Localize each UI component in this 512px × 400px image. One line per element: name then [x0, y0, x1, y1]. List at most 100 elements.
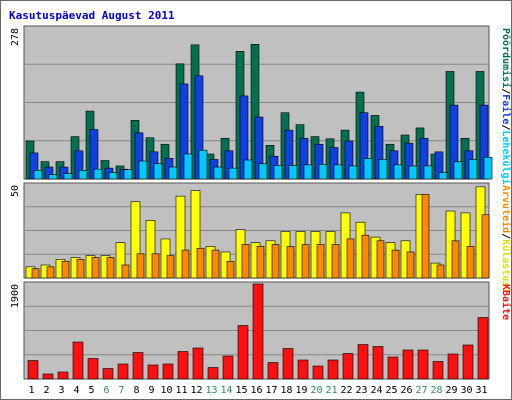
panel-bottom-bar-kbytes-26	[402, 349, 414, 380]
panel-middle-bar-sites-31	[481, 214, 490, 279]
x-tick-label: 2	[43, 385, 49, 396]
panel-middle-bar-sites-27	[421, 194, 430, 279]
panel-middle-bar-sites-16	[256, 246, 265, 279]
panel-bottom-bar-kbytes-28	[432, 361, 444, 380]
panel-top-bar-pages-29	[453, 161, 463, 180]
panel-middle-bar-sites-23	[361, 234, 370, 279]
panel-bottom-bar-kbytes-10	[162, 363, 174, 380]
panel-top-legend: Pöördumisi/Faile/Lehekülgi	[500, 28, 511, 185]
panel-middle-bar-sites-17	[271, 244, 280, 279]
x-tick-label: 22	[340, 385, 352, 396]
panel-bottom-bar-kbytes-9	[147, 364, 159, 380]
x-tick-label: 20	[310, 385, 322, 396]
panel-bottom-bar-kbytes-8	[132, 352, 144, 380]
panel-bottom-bar-kbytes-1	[27, 360, 39, 380]
x-tick-label: 19	[295, 385, 307, 396]
panel-top-bar-pages-24	[378, 159, 388, 180]
panel-bottom-bar-kbytes-16	[252, 283, 264, 380]
x-tick-label: 7	[118, 385, 124, 396]
x-tick-label: 18	[280, 385, 292, 396]
x-tick-label: 25	[385, 385, 397, 396]
panel-middle-bar-sites-2	[46, 266, 55, 279]
panel-bottom-bar-kbytes-19	[297, 359, 309, 380]
panel-top-bar-pages-10	[168, 166, 178, 180]
panel-middle-bar-sites-8	[136, 253, 145, 279]
panel-top-bar-pages-14	[228, 167, 238, 180]
x-tick-label: 29	[445, 385, 457, 396]
panel-middle-bar-sites-10	[166, 255, 175, 279]
panel-bottom-bar-kbytes-2	[42, 373, 54, 380]
panel-top-bar-pages-1	[33, 170, 43, 180]
x-tick-label: 21	[325, 385, 337, 396]
panel-bottom-bar-kbytes-15	[237, 325, 249, 380]
panel-top-bar-pages-15	[243, 159, 253, 180]
x-tick-label: 13	[205, 385, 217, 396]
panel-middle-bar-visits-9	[145, 220, 156, 279]
panel-top-bar-pages-16	[258, 163, 268, 180]
x-tick-label: 31	[475, 385, 487, 396]
panel-middle-legend-item: /	[500, 233, 511, 239]
panel-middle-bar-sites-24	[376, 240, 385, 279]
panel-bottom-bar-kbytes-5	[87, 358, 99, 380]
panel-middle-bar-sites-13	[211, 249, 220, 279]
x-tick-label: 15	[235, 385, 247, 396]
panel-bottom-bar-kbytes-13	[207, 367, 219, 380]
panel-top-bar-pages-2	[48, 174, 58, 180]
panel-middle-bar-sites-11	[181, 249, 190, 279]
panel-middle-bar-sites-12	[196, 247, 205, 279]
panel-top-bar-pages-19	[303, 164, 313, 180]
panel-bottom-ymax-label: 1900	[10, 284, 21, 308]
x-tick-label: 26	[400, 385, 412, 396]
panel-top-ymax-label: 278	[10, 28, 21, 46]
panel-top-bar-pages-30	[468, 159, 478, 180]
panel-top-legend-item: Lehekülgi	[500, 130, 511, 184]
panel-middle-ymax-label: 50	[10, 185, 21, 197]
chart-title: Kasutuspäevad August 2011	[9, 9, 175, 22]
panel-top-bar-pages-3	[63, 173, 73, 180]
panel-top-legend-item: Faile	[500, 94, 511, 124]
x-tick-label: 30	[460, 385, 472, 396]
panel-top-bar-pages-18	[288, 165, 298, 180]
panel-middle-bar-sites-9	[151, 253, 160, 279]
panel-middle-bar-visits-12	[190, 190, 201, 279]
panel-middle-bar-sites-5	[91, 257, 100, 279]
panel-middle-legend-item: Külastusi	[500, 239, 511, 293]
panel-bottom-bar-kbytes-3	[57, 371, 69, 380]
panel-top-legend-item: /	[500, 88, 511, 94]
x-tick-label: 9	[148, 385, 154, 396]
panel-bottom-bar-kbytes-29	[447, 353, 459, 380]
panel-middle-bar-sites-14	[226, 260, 235, 279]
panel-top-bar-pages-20	[318, 164, 328, 180]
panel-top-bar-pages-7	[123, 169, 133, 180]
panel-top-bar-pages-8	[138, 160, 148, 180]
panel-top-bar-pages-23	[363, 158, 373, 180]
panel-middle-legend: Arvuteid/Külastusi	[500, 185, 511, 293]
panel-top-bar-pages-13	[213, 166, 223, 180]
panel-middle-bar-sites-26	[406, 251, 415, 279]
panel-bottom-bar-kbytes-4	[72, 341, 84, 380]
panel-middle-bar-sites-22	[346, 238, 355, 279]
panel-bottom-bar-kbytes-20	[312, 365, 324, 380]
panel-top-bar-pages-11	[183, 153, 193, 180]
panel-top-bar-pages-21	[333, 164, 343, 180]
panel-bottom-bar-kbytes-30	[462, 344, 474, 380]
panel-middle-bar-visits-11	[175, 195, 186, 279]
panel-middle-bar-sites-19	[301, 244, 310, 279]
panel-bottom-bar-kbytes-25	[387, 356, 399, 380]
panel-bottom-bar-kbytes-18	[282, 348, 294, 380]
panel-top-legend-item: /	[500, 124, 511, 130]
panel-top-bar-pages-4	[78, 170, 88, 180]
panel-top-bar-pages-9	[153, 163, 163, 180]
panel-middle-bar-sites-4	[76, 259, 85, 279]
x-tick-label: 28	[430, 385, 442, 396]
panel-middle-bar-sites-15	[241, 244, 250, 279]
x-tick-label: 6	[103, 385, 109, 396]
panel-top-bar-pages-31	[483, 156, 493, 180]
x-tick-label: 5	[88, 385, 94, 396]
panel-bottom-bar-kbytes-24	[372, 346, 384, 380]
panel-top-legend-item: Pöördumisi	[500, 28, 511, 88]
panel-top-bar-pages-6	[108, 172, 118, 180]
panel-middle-bar-sites-20	[316, 244, 325, 279]
